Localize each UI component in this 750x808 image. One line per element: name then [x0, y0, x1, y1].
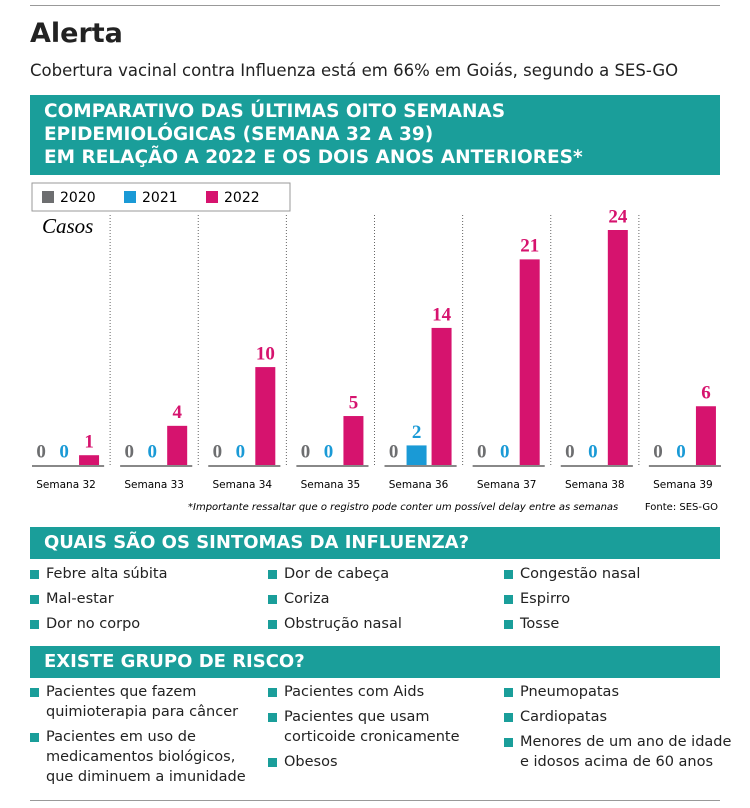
legend-swatch	[42, 191, 54, 203]
list-item: Congestão nasal	[504, 564, 732, 584]
bar	[406, 445, 427, 465]
list-column: Pacientes com Aids Pacientes que usam cor…	[268, 682, 496, 777]
rule	[30, 800, 720, 801]
bar	[79, 455, 100, 465]
list-item: Pacientes que fazem quimioterapia para c…	[30, 682, 258, 722]
bar	[695, 406, 716, 465]
note: *Importante ressaltar que o registro pod…	[188, 501, 618, 513]
x-tick-label: Semana 34	[213, 479, 273, 491]
legend-swatch	[124, 191, 136, 203]
symptoms-banner: QUAIS SÃO OS SINTOMAS DA INFLUENZA?	[30, 527, 720, 559]
chart-banner: COMPARATIVO DAS ÚLTIMAS OITO SEMANAS EPI…	[30, 95, 720, 175]
chart: Casos *Importante ressaltar que o regist…	[31, 182, 721, 513]
list-column: Pacientes que fazem quimioterapia para c…	[30, 682, 258, 792]
legend-label: 2022	[224, 190, 260, 206]
value-label: 10	[256, 343, 275, 364]
list-column: Dor de cabeça Coriza Obstrução nasal	[268, 564, 496, 639]
bar	[167, 425, 188, 465]
list-item: Pneumopatas	[504, 682, 732, 702]
chart-title: EPIDEMIOLÓGICAS (SEMANA 32 A 39)	[44, 124, 434, 145]
value-label: 1	[84, 432, 94, 453]
list-item: Espirro	[504, 589, 732, 609]
x-tick-label: Semana 35	[301, 479, 361, 491]
x-tick-label: Semana 36	[389, 479, 449, 491]
legend-box	[31, 182, 291, 212]
value-label: 0	[36, 441, 46, 462]
list-item: Menores de um ano de idade e idosos acim…	[504, 732, 732, 772]
list-item: Obesos	[268, 752, 496, 772]
list-item: Dor de cabeça	[268, 564, 496, 584]
value-label: 5	[349, 392, 359, 413]
value-label: 0	[565, 441, 575, 462]
chart-title: COMPARATIVO DAS ÚLTIMAS OITO SEMANAS	[44, 101, 506, 122]
list-item: Pacientes em uso de medicamentos biológi…	[30, 727, 258, 787]
y-label: Casos	[42, 214, 93, 238]
legend-label: 2021	[142, 190, 178, 206]
x-tick-label: Semana 33	[124, 479, 184, 491]
value-label: 2	[412, 422, 422, 443]
value-label: 0	[676, 441, 686, 462]
value-label: 0	[500, 441, 510, 462]
risk-banner: EXISTE GRUPO DE RISCO?	[30, 646, 720, 678]
x-tick-label: Semana 38	[565, 479, 625, 491]
bar	[255, 367, 276, 465]
subtitle: Cobertura vacinal contra Influenza está …	[30, 61, 679, 80]
x-tick-label: Semana 39	[653, 479, 713, 491]
list-column: Congestão nasal Espirro Tosse	[504, 564, 732, 639]
value-label: 14	[432, 304, 452, 325]
x-tick-label: Semana 37	[477, 479, 537, 491]
value-label: 0	[59, 441, 69, 462]
chart-title: EM RELAÇÃO A 2022 E OS DOIS ANOS ANTERIO…	[44, 147, 583, 168]
list-item: Mal-estar	[30, 589, 258, 609]
value-label: 4	[172, 402, 182, 423]
list-item: Tosse	[504, 614, 732, 634]
bar	[431, 327, 452, 465]
list-item: Febre alta súbita	[30, 564, 258, 584]
title: Alerta	[30, 18, 123, 49]
bar	[343, 416, 364, 465]
bar	[519, 259, 540, 465]
value-label: 0	[301, 441, 311, 462]
list-item: Dor no corpo	[30, 614, 258, 634]
x-tick-label: Semana 32	[36, 479, 96, 491]
list-column: Febre alta súbita Mal-estar Dor no corpo	[30, 564, 258, 639]
legend-swatch	[206, 191, 218, 203]
list-item: Pacientes com Aids	[268, 682, 496, 702]
value-label: 0	[477, 441, 487, 462]
legend-label: 2020	[60, 190, 96, 206]
value-label: 0	[324, 441, 334, 462]
rule	[30, 5, 720, 6]
value-label: 21	[520, 236, 539, 257]
value-label: 24	[608, 206, 628, 227]
list-item: Obstrução nasal	[268, 614, 496, 634]
value-label: 0	[124, 441, 134, 462]
list-item: Coriza	[268, 589, 496, 609]
list-column: Pneumopatas Cardiopatas Menores de um ano …	[504, 682, 732, 777]
bar	[607, 230, 628, 465]
value-label: 6	[701, 383, 711, 404]
value-label: 0	[147, 441, 157, 462]
list-item: Cardiopatas	[504, 707, 732, 727]
source: Fonte: SES-GO	[645, 502, 718, 513]
value-label: 0	[588, 441, 598, 462]
value-label: 0	[389, 441, 399, 462]
list-item: Pacientes que usam corticoide cronicamen…	[268, 707, 496, 747]
value-label: 0	[236, 441, 246, 462]
value-label: 0	[653, 441, 663, 462]
value-label: 0	[213, 441, 223, 462]
